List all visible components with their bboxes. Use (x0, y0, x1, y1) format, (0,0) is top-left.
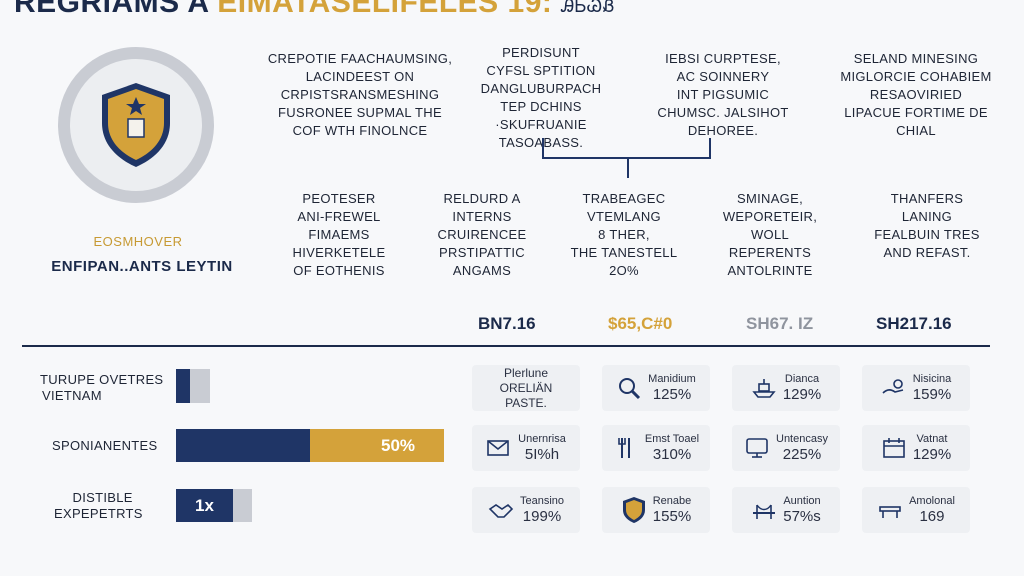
bar-2-label: 50% (381, 436, 416, 455)
page-title: REGRIAMS A EIMATASELIFELES 19: ᎯᏏᏊᏰ (14, 0, 615, 19)
stat-card: Manidium 125% (602, 365, 710, 411)
stat-card-value-2: PASTE. (505, 395, 547, 410)
stat-card-value: 125% (652, 386, 692, 403)
value-4: SH217.16 (876, 314, 952, 333)
stat-card-label: Amolonal (909, 495, 955, 507)
stat-card: Emst Toael 310% (602, 425, 710, 471)
bar-1 (176, 369, 210, 403)
row-label-2: SPONIANENTES (52, 438, 158, 453)
stat-card: Auntion 57%s (732, 487, 840, 533)
mail-icon (486, 435, 512, 461)
bar-2-fill (176, 429, 310, 462)
stat-card-label: Auntion (783, 495, 821, 507)
stat-card: Renabe 155% (602, 487, 710, 533)
stat-card-value: ORELIÄN (499, 380, 553, 395)
calendar-icon (881, 435, 907, 461)
stat-card-label: Dianca (784, 373, 820, 385)
stat-card: Teansino 199% (472, 487, 580, 533)
mid-block-3: TRABEAGEC VTEMLANG 8 THER, THE TANESTELL 2O% (570, 191, 678, 278)
shield-icon (621, 497, 647, 523)
top-block-2: PERDISUNT CYFSL SPTITION DANGLUBURPACH TEP … (480, 45, 602, 150)
bar-3-fill (176, 489, 233, 522)
stat-card-label: Renabe (652, 495, 692, 507)
row-label-1: TURUPE OVETRES VIETNAM (40, 372, 164, 403)
stat-card-label: Unernrisa (518, 433, 566, 445)
stat-card: Vatnat 129% (862, 425, 970, 471)
bracket-connector (542, 138, 711, 178)
stat-card-value: 57%s (783, 508, 821, 525)
top-block-1: CREPOTIE FAACHAUMSING, LACINDEEST ON CRPIS… (267, 51, 453, 138)
bench-icon (877, 497, 903, 523)
stat-card-value: 155% (652, 508, 692, 525)
value-1: BN7.16 (478, 314, 536, 333)
mid-block-2: RELDURD A INTERNS CRUIRENCEE PRSTIPATTIC ANG… (437, 191, 527, 278)
bar-3-label: 1x (195, 496, 214, 515)
stat-card: Unernrisa 5I%h (472, 425, 580, 471)
mid-block-4: SMINAGE, WEPORETEIR, WOLL REPERENTS ANTOLRIN… (722, 191, 818, 278)
stat-card: Dianca 129% (732, 365, 840, 411)
badge-title: ENFIPAN..ANTS LEYTIN (51, 258, 233, 275)
stat-card-label: Teansino (519, 495, 565, 507)
stat-card-value: 5I%h (524, 446, 560, 463)
mid-block-5: THANFERS LANING FEALBUIN TRES AND REFAST. (874, 191, 980, 260)
stat-card-value: 159% (912, 386, 952, 403)
stat-card: Nisicina 159% (862, 365, 970, 411)
stat-card-value: 199% (522, 508, 562, 525)
divider (22, 345, 990, 347)
shield-badge (58, 47, 214, 203)
magnifier-icon (616, 375, 642, 401)
stat-card: Plerlune ORELIÄN PASTE. (472, 365, 580, 411)
stat-card-label: Vatnat (916, 433, 948, 445)
monitor-icon (744, 435, 770, 461)
value-2: $65,C#0 (608, 314, 673, 333)
top-block-3: IEBSI CURPTESE, AC SOINNERY INT PIGSUMIC CH… (657, 51, 789, 138)
stat-card-value: 225% (782, 446, 822, 463)
bridge-icon (751, 497, 777, 523)
stat-card: Untencasy 225% (732, 425, 840, 471)
stat-card-label: Untencasy (776, 433, 828, 445)
stat-card: Amolonal 169 (862, 487, 970, 533)
top-block-4: SELAND MINESING MIGLORCIE COHABIEM RESAOVI… (840, 51, 992, 138)
value-3: SH67. ΙΖ (746, 314, 814, 333)
stat-card-value: 169 (919, 508, 945, 525)
fork-icon (613, 435, 639, 461)
handshake-icon (488, 497, 514, 523)
row-label-3: DISTIBLE EXPEPETRTS (54, 490, 143, 521)
badge-subtitle: EOSMHOVER (93, 234, 183, 249)
stat-card-label: Emst Toael (644, 433, 700, 445)
stat-card-label: Manidium (648, 373, 696, 385)
stat-card-value: 310% (652, 446, 692, 463)
stat-card-label: Nisicina (912, 373, 952, 385)
bar-2: 50% (176, 429, 444, 462)
bar-3: 1x (176, 489, 252, 522)
shield-icon (102, 83, 170, 167)
stat-card-label: Plerlune (503, 365, 549, 380)
hand-coin-icon (881, 375, 907, 401)
mid-block-1: PEOTESER ANI-FREWEL FIMAEMS HIVERKETELE OF E… (292, 191, 386, 278)
bar-2-gold-segment (310, 429, 444, 462)
stat-card-value: 129% (782, 386, 822, 403)
ship-icon (751, 375, 777, 401)
bar-1-fill (176, 369, 190, 403)
stat-card-value: 129% (912, 446, 952, 463)
